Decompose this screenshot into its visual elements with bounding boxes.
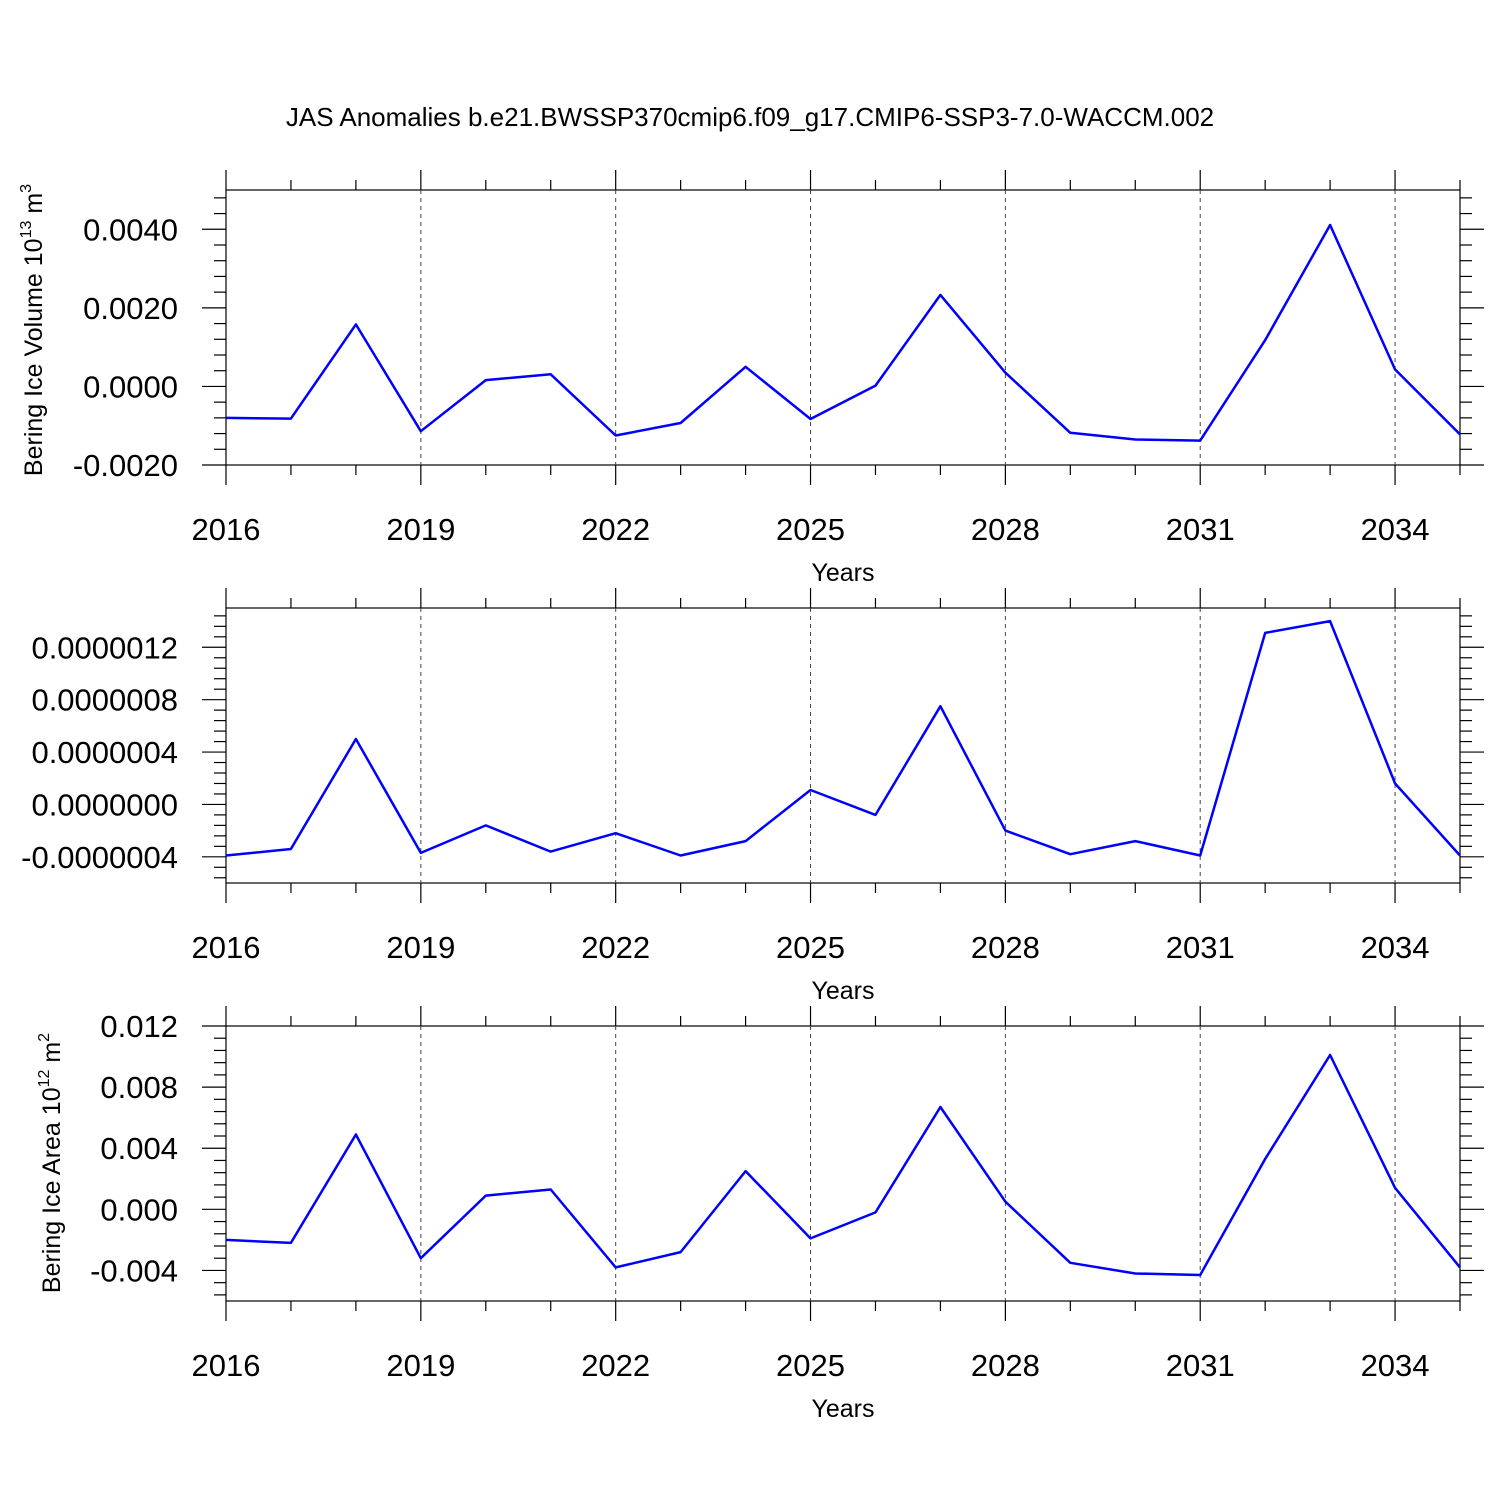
x-tick-label: 2019 [386,512,455,547]
y-axis-label: Bering Ice Volume 1013 m3 [18,184,48,476]
x-tick-label: 2019 [386,930,455,965]
x-tick-label: 2028 [971,512,1040,547]
y-tick-label: 0.008 [100,1070,178,1105]
y-tick-label: 0.0000012 [31,630,178,665]
y-tick-label: 0.0000004 [31,735,178,770]
x-tick-label: 2025 [776,512,845,547]
y-tick-label: 0.0000000 [31,787,178,822]
y-tick-label: 0.004 [100,1131,178,1166]
series-line [225,223,1461,442]
x-tick-label: 2025 [776,930,845,965]
x-tick-label: 2025 [776,1348,845,1383]
y-tick-label: 0.0040 [83,212,178,247]
x-tick-label: 2034 [1361,930,1430,965]
series-line [225,1053,1461,1277]
plot-frame [225,1025,1461,1302]
y-axis-label: Bering Ice Area 1012 m2 [36,1033,66,1293]
plot-frame [225,607,1461,884]
x-axis-label: Years [811,559,874,587]
x-tick-label: 2016 [192,512,261,547]
x-tick-label: 2031 [1166,1348,1235,1383]
plot-frame [225,189,1461,466]
x-axis-label: Years [811,1395,874,1423]
x-tick-label: 2016 [192,1348,261,1383]
x-tick-label: 2019 [386,1348,455,1383]
figure-title: JAS Anomalies b.e21.BWSSP370cmip6.f09_g1… [286,102,1214,132]
x-tick-label: 2028 [971,1348,1040,1383]
series-line [225,619,1461,857]
y-tick-label: -0.0020 [73,448,178,483]
x-tick-label: 2016 [192,930,261,965]
y-tick-label: 0.000 [100,1192,178,1227]
panel-ice-area: 2016 2019 2022 2025 2028 2031 2034 Years -0.004 0… [36,1006,1484,1423]
y-tick-label: 0.0020 [83,291,178,326]
y-tick-label: -0.0000004 [21,840,178,875]
panel-ice-volume: 2016 2019 2022 2025 2028 2031 2034 Years -0.0020… [18,170,1484,587]
x-tick-label: 2022 [581,512,650,547]
x-tick-label: 2028 [971,930,1040,965]
x-tick-label: 2034 [1361,1348,1430,1383]
y-tick-label: 0.012 [100,1009,178,1044]
x-tick-label: 2022 [581,930,650,965]
panel-middle: 2016 2019 2022 2025 2028 2031 2034 Years -0.0000… [21,588,1484,1005]
x-tick-label: 2031 [1166,930,1235,965]
x-tick-label: 2034 [1361,512,1430,547]
y-tick-label: -0.004 [90,1253,178,1288]
x-tick-label: 2031 [1166,512,1235,547]
x-axis-label: Years [811,977,874,1005]
y-tick-label: 0.0000008 [31,683,178,718]
x-tick-label: 2022 [581,1348,650,1383]
y-tick-label: 0.0000 [83,369,178,404]
